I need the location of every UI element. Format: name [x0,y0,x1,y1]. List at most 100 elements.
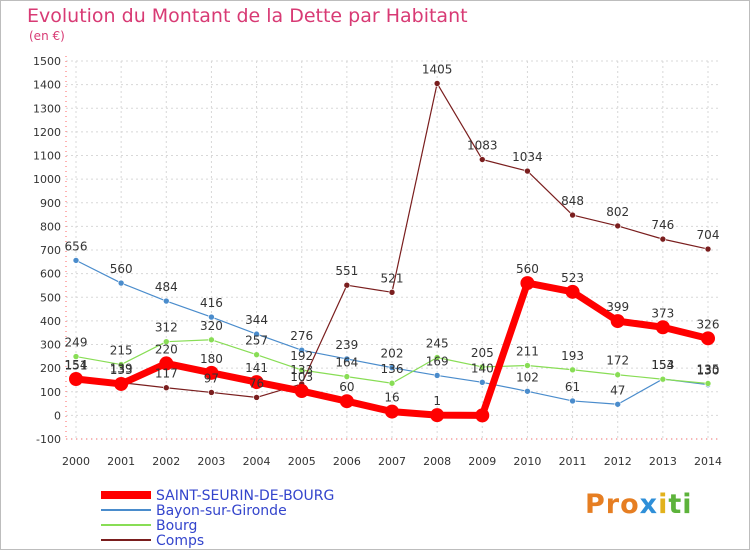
data-label: 239 [335,338,358,352]
data-point [298,366,306,374]
x-tick-label: 2006 [333,455,361,468]
data-point [298,346,306,354]
data-label: 211 [516,345,539,359]
data-label: 399 [606,300,629,314]
data-label: 326 [697,317,720,331]
data-label: 60 [339,380,354,394]
data-label: 560 [110,262,133,276]
data-label: 1034 [512,150,543,164]
data-label: 130 [697,364,720,378]
data-point [610,314,625,329]
chart-title: Evolution du Montant de la Dette par Hab… [27,5,468,27]
data-point [614,222,622,230]
data-point [339,394,354,409]
y-tick-label: 1300 [33,102,61,115]
y-tick-label: 1400 [33,79,61,92]
data-label: 245 [426,336,449,350]
data-point [524,387,531,395]
data-point [208,389,215,396]
data-label: 154 [651,358,674,372]
data-point [520,276,535,291]
data-point [385,404,399,419]
data-label: 192 [290,349,313,363]
y-tick-label: 1200 [33,126,61,139]
data-label: 141 [245,361,268,375]
data-point [524,167,531,175]
data-point [343,281,351,289]
x-tick-label: 2014 [694,455,722,468]
data-point [208,336,215,344]
data-label: 151 [65,359,88,373]
data-label: 1083 [467,139,498,153]
y-tick-label: 500 [40,291,61,304]
y-tick-label: 1000 [33,173,61,186]
data-label: 153 [651,358,674,372]
data-label: 551 [335,264,358,278]
x-tick-label: 2000 [62,455,90,468]
data-label: 704 [697,228,720,242]
data-label: 276 [290,329,313,343]
data-point [565,284,580,299]
data-point [524,362,531,369]
data-point [343,355,351,363]
data-label: 560 [516,262,539,276]
x-tick-label: 2011 [559,455,587,468]
legend-label: SAINT-SEURIN-DE-BOURG [156,488,334,504]
y-tick-label: 100 [40,386,61,399]
data-label: 117 [155,367,178,381]
data-point [433,80,441,87]
data-point [249,375,264,390]
data-label: 523 [561,271,584,285]
data-label: 416 [200,296,223,310]
data-point [704,380,712,387]
data-label: 320 [200,319,223,333]
data-label: 205 [471,346,494,360]
data-label: 102 [516,370,539,384]
data-point [433,354,441,361]
data-point [69,371,83,386]
x-tick-label: 2009 [468,455,496,468]
data-label: 180 [200,352,223,366]
data-label: 484 [155,280,178,294]
data-label: 1405 [422,62,453,76]
x-tick-label: 2007 [378,455,406,468]
data-label: 133 [110,363,133,377]
data-point [569,211,576,219]
data-label: 373 [651,306,674,320]
data-point [659,235,667,243]
x-tick-label: 2012 [604,455,632,468]
data-label: 169 [426,354,449,368]
data-label: 154 [65,358,88,372]
data-point [569,366,576,374]
data-point [478,156,486,163]
y-tick-label: 1100 [33,150,61,163]
data-point [294,384,309,399]
data-point [659,375,667,383]
y-tick-label: -100 [36,433,61,446]
data-point [72,257,80,264]
data-label: 135 [697,362,720,376]
data-label: 656 [65,239,88,253]
data-label: 344 [245,313,268,327]
data-label: 47 [610,383,625,397]
legend-label: Comps [156,533,204,549]
data-point [614,371,622,379]
legend-label: Bayon-sur-Gironde [156,503,287,519]
data-point [253,330,260,338]
y-tick-label: 1500 [33,55,61,68]
y-tick-label: 300 [40,339,61,352]
proxiti-logo: Proxiti [585,489,693,520]
data-point [478,378,486,386]
data-label: 16 [384,391,399,405]
data-point [614,400,622,408]
data-point [253,351,260,358]
data-label: 136 [381,362,404,376]
data-label: 139 [110,362,133,376]
x-tick-label: 2004 [243,455,271,468]
data-point [208,313,215,321]
data-point [478,363,486,371]
y-tick-label: 200 [40,362,61,375]
data-label: 103 [290,370,313,384]
